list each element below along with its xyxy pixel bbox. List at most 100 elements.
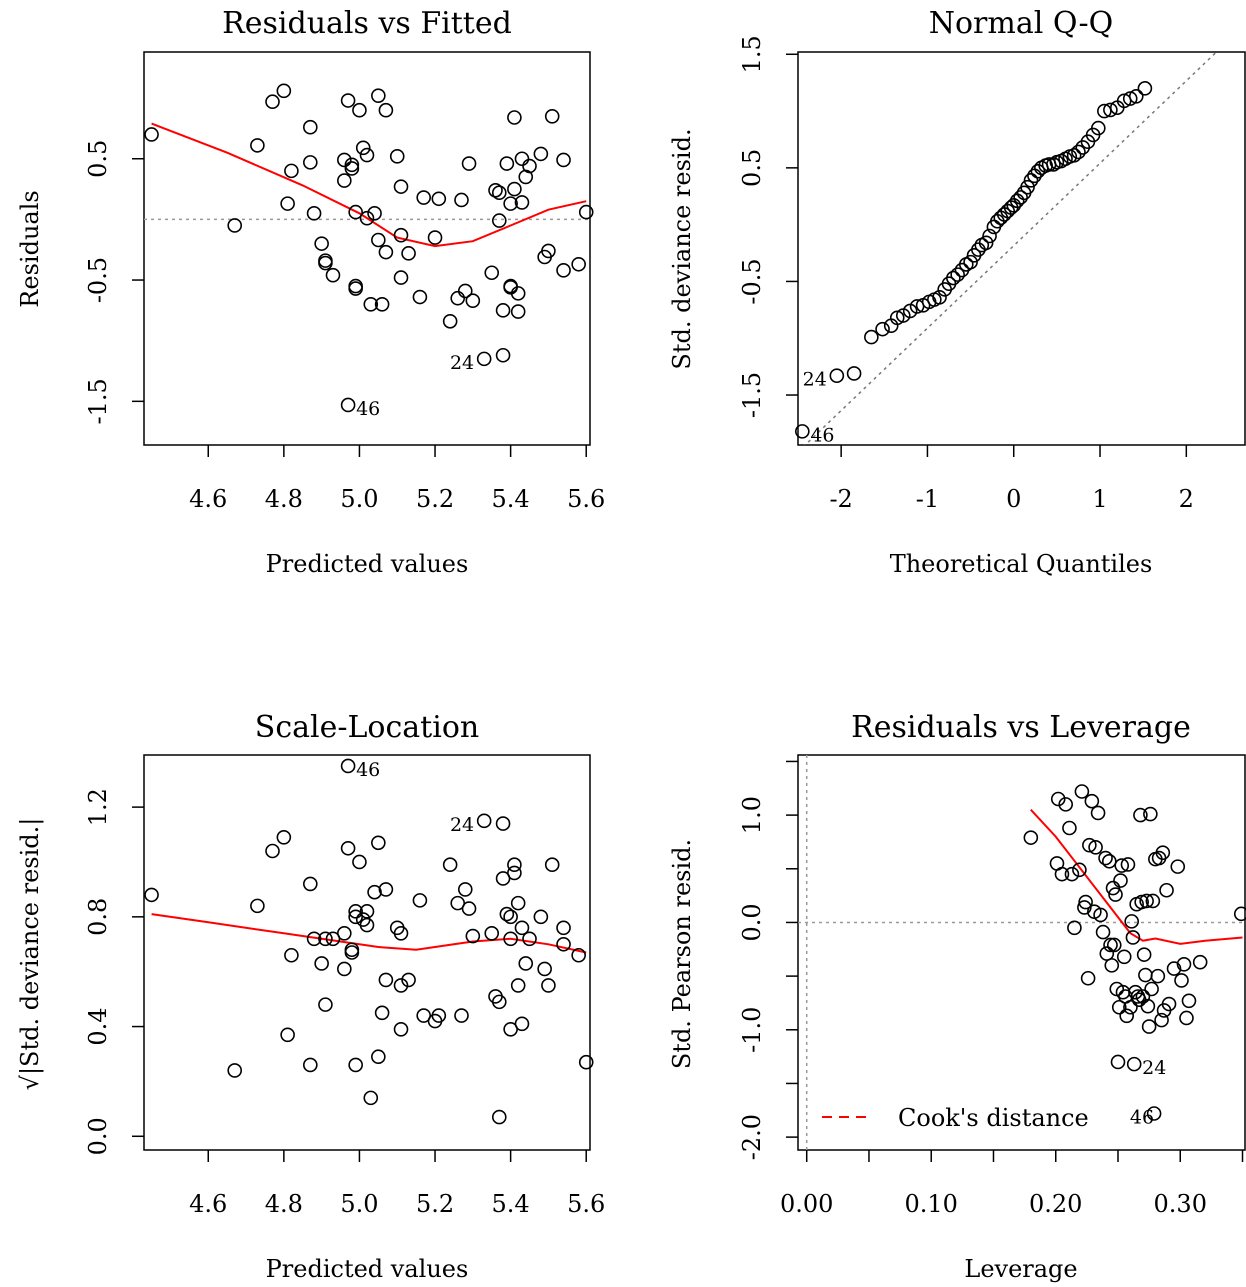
plot-frame: [798, 52, 1245, 445]
data-point: [319, 998, 332, 1011]
data-point: [463, 902, 476, 915]
data-point: [145, 128, 158, 141]
data-point: [515, 1017, 528, 1030]
data-point: [1143, 1020, 1156, 1033]
data-point: [413, 894, 426, 907]
plot-frame: [144, 52, 590, 445]
data-point: [338, 962, 351, 975]
x-tick-label: 2: [1179, 485, 1194, 513]
data-point: [304, 877, 317, 890]
data-point: [281, 197, 294, 210]
smooth-line: [152, 124, 587, 247]
y-tick-label: -1.0: [738, 1007, 766, 1053]
y-tick-label: 0.8: [84, 898, 112, 936]
data-point: [848, 367, 861, 380]
x-tick-label: 5.0: [340, 1190, 378, 1218]
y-tick-label: 0.0: [738, 903, 766, 941]
data-point: [402, 247, 415, 260]
data-point: [497, 349, 510, 362]
data-point: [379, 246, 392, 259]
data-point: [500, 908, 513, 921]
data-point: [1103, 855, 1116, 868]
point-label: 46: [356, 398, 380, 420]
data-point: [372, 89, 385, 102]
x-tick-label: 0.00: [780, 1190, 833, 1218]
x-axis-label: Theoretical Quantiles: [890, 550, 1153, 578]
y-tick-label: 0.5: [738, 149, 766, 187]
data-point: [395, 180, 408, 193]
data-point: [372, 234, 385, 247]
y-tick-label: 1.2: [84, 788, 112, 826]
data-point: [1118, 950, 1131, 963]
y-axis-label: Std. Pearson resid.: [668, 839, 696, 1069]
y-axis-label: Std. deviance resid.: [668, 128, 696, 369]
y-tick-label: 0.0: [84, 1117, 112, 1155]
data-point: [372, 836, 385, 849]
data-point: [523, 160, 536, 173]
data-point: [485, 927, 498, 940]
y-tick-label: -0.5: [84, 257, 112, 303]
point-label: 46: [356, 759, 380, 781]
plot-frame: [144, 755, 590, 1150]
data-point: [876, 323, 889, 336]
data-point: [342, 398, 355, 411]
data-point: [534, 910, 547, 923]
qq-reference-line: [798, 25, 1245, 452]
x-tick-label: 4.6: [189, 485, 227, 513]
data-point: [251, 899, 264, 912]
point-label: 24: [450, 814, 474, 836]
data-point: [1097, 926, 1110, 939]
data-point: [145, 888, 158, 901]
data-point: [1145, 982, 1158, 995]
data-point: [497, 817, 510, 830]
data-point: [1180, 1011, 1193, 1024]
legend-label: Cook's distance: [898, 1104, 1089, 1132]
data-point: [466, 294, 479, 307]
x-tick-label: -2: [829, 485, 852, 513]
data-point: [504, 910, 517, 923]
data-point: [1099, 852, 1112, 865]
data-point: [534, 147, 547, 160]
y-tick-label: -0.5: [738, 258, 766, 304]
data-point: [1085, 795, 1098, 808]
data-point: [459, 883, 472, 896]
legend: Cook's distance: [822, 1104, 1089, 1132]
data-point: [1128, 1058, 1141, 1071]
data-point: [395, 229, 408, 242]
data-point: [349, 1058, 362, 1071]
data-point: [1151, 970, 1164, 983]
x-tick-label: 5.2: [416, 485, 454, 513]
data-point: [1073, 863, 1086, 876]
data-point: [512, 897, 525, 910]
data-point: [417, 191, 430, 204]
data-point: [557, 264, 570, 277]
chart-title: Normal Q-Q: [929, 6, 1114, 41]
data-point: [500, 157, 513, 170]
x-tick-label: 4.6: [189, 1190, 227, 1218]
data-point: [1082, 972, 1095, 985]
data-point: [281, 1028, 294, 1041]
data-point: [546, 110, 559, 123]
panel-normal-qq: Normal Q-Q Theoretical Quantiles Std. de…: [668, 6, 1245, 578]
data-point: [228, 219, 241, 232]
data-point: [455, 1009, 468, 1022]
data-point: [523, 932, 536, 945]
plot-area: [798, 25, 1245, 452]
data-point: [1114, 874, 1127, 887]
x-tick-label: 5.6: [567, 1190, 605, 1218]
panel-scale-location: Scale-Location Predicted values √|Std. d…: [16, 710, 605, 1283]
data-point: [338, 174, 351, 187]
data-point: [1155, 1014, 1168, 1027]
point-label: 24: [1142, 1057, 1166, 1079]
plot-frame: [798, 755, 1245, 1150]
data-point: [546, 858, 559, 871]
data-point: [266, 95, 279, 108]
data-point: [315, 237, 328, 250]
data-point: [512, 305, 525, 318]
plot-marks: 0.00 0.10 0.20 0.30-2.0-1.00.01.02446: [738, 755, 1246, 1218]
data-point: [342, 759, 355, 772]
data-point: [413, 291, 426, 304]
x-tick-label: 4.8: [265, 485, 303, 513]
x-tick-label: 5.2: [416, 1190, 454, 1218]
data-point: [493, 186, 506, 199]
